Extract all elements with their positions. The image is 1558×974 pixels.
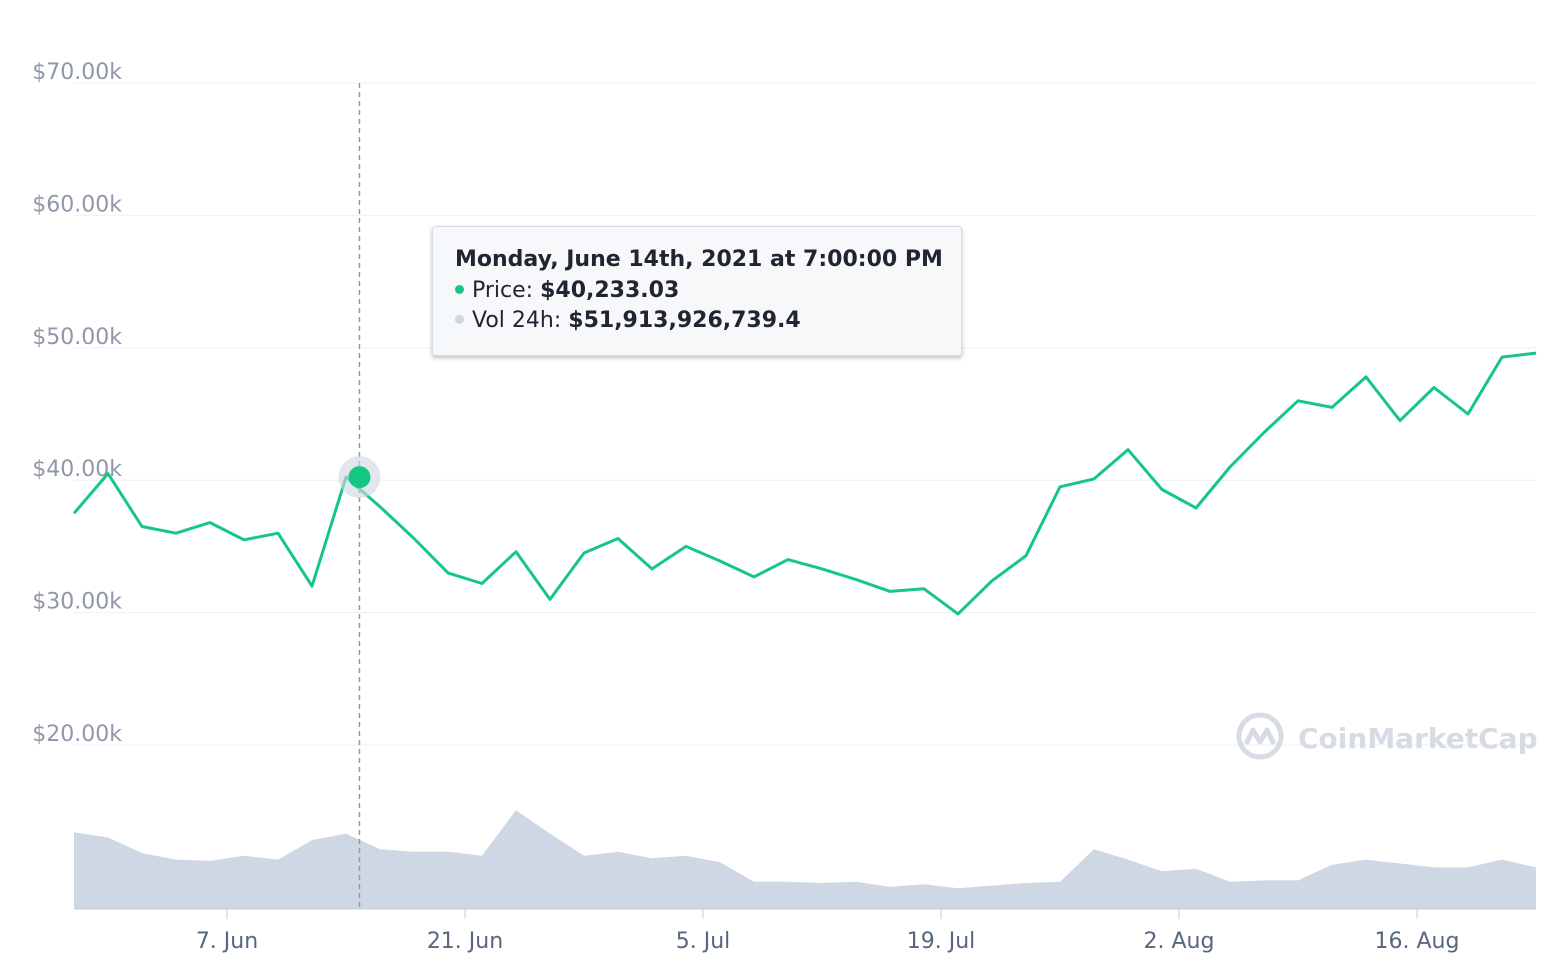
volume-legend-dot — [455, 314, 464, 324]
x-tick-label: 21. Jun — [427, 929, 503, 954]
y-axis: $20.00k $30.00k $40.00k $50.00k $60.00k $70.0… — [32, 60, 122, 747]
x-tick-label: 16. Aug — [1375, 929, 1460, 954]
price-legend-dot — [455, 284, 464, 294]
volume-area-path — [74, 810, 1536, 909]
tooltip-volume-label: Vol 24h: — [472, 308, 562, 333]
x-tick-label: 5. Jul — [676, 929, 731, 954]
watermark-logo: CoinMarketCap — [1236, 712, 1538, 760]
y-tick-label: $30.00k — [32, 590, 122, 615]
tooltip: Monday, June 14th, 2021 at 7:00:00 PM Pr… — [432, 226, 962, 356]
x-tick-label: 2. Aug — [1144, 929, 1215, 954]
y-tick-label: $40.00k — [32, 457, 122, 482]
tooltip-price-value: $40,233.03 — [540, 278, 680, 303]
y-tick-label: $50.00k — [32, 325, 122, 350]
tooltip-price-row: Price: $40,233.03 — [455, 276, 939, 306]
tooltip-volume-row: Vol 24h: $51,913,926,739.4 — [455, 306, 939, 336]
x-tick-label: 7. Jun — [196, 929, 258, 954]
grid-lines — [74, 82, 1536, 746]
x-axis: 7. Jun 21. Jun 5. Jul 19. Jul 2. Aug 16. Aug — [196, 909, 1460, 954]
hover-point — [348, 466, 371, 489]
tooltip-title: Monday, June 14th, 2021 at 7:00:00 PM — [455, 247, 943, 272]
x-tick-label: 19. Jul — [907, 929, 976, 954]
tooltip-volume-value: $51,913,926,739.4 — [568, 308, 801, 333]
y-tick-label: $20.00k — [32, 722, 122, 747]
logo-m-mark — [1243, 727, 1277, 746]
y-tick-label: $70.00k — [32, 60, 122, 85]
y-tick-label: $60.00k — [32, 192, 122, 217]
price-line — [72, 351, 1537, 616]
price-line-group — [72, 351, 1537, 616]
coinmarketcap-logo-icon — [1236, 712, 1284, 760]
tooltip-price-label: Price: — [472, 278, 534, 303]
volume-area — [74, 810, 1536, 909]
watermark-text: CoinMarketCap — [1298, 722, 1538, 755]
hover-marker — [338, 456, 381, 499]
